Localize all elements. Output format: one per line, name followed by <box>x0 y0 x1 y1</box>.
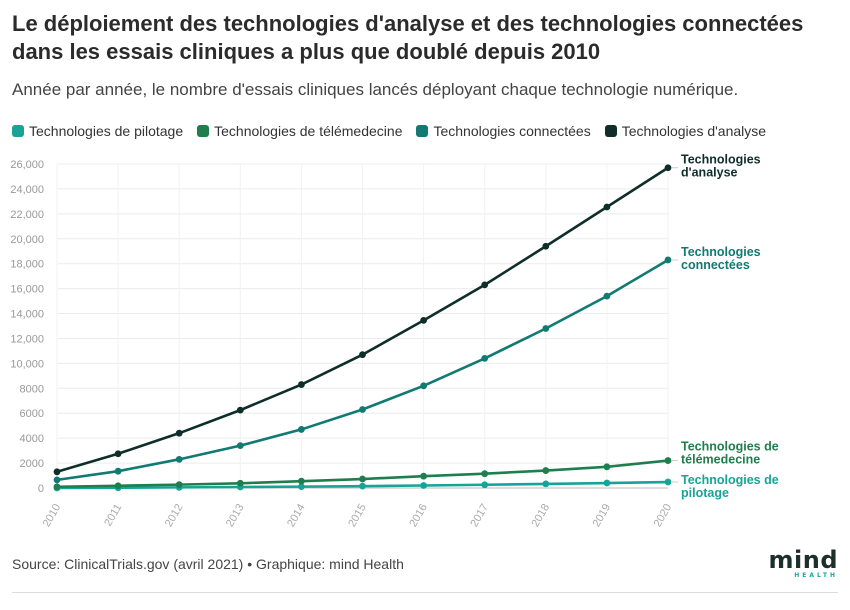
y-tick-label: 0 <box>38 483 44 495</box>
data-point-pilotage <box>664 478 672 486</box>
data-point-connectees <box>175 455 183 463</box>
data-point-connectees <box>236 442 244 450</box>
end-label-pilotage: pilotage <box>681 486 729 500</box>
data-point-connectees <box>114 467 122 475</box>
data-point-telemedecine <box>420 472 427 480</box>
footer-divider <box>12 592 838 593</box>
y-tick-label: 22,000 <box>10 209 44 221</box>
chart-subtitle: Année par année, le nombre d'essais clin… <box>12 80 739 99</box>
data-point-analyse <box>420 316 427 324</box>
y-tick-label: 12,000 <box>10 333 44 345</box>
data-point-telemedecine <box>236 479 244 487</box>
data-point-connectees <box>664 256 672 264</box>
legend-item-connectees[interactable]: Technologies connectées <box>416 123 591 139</box>
data-point-analyse <box>603 203 611 211</box>
x-tick-label: 2020 <box>652 502 675 529</box>
x-tick-label: 2015 <box>346 502 369 529</box>
data-point-connectees <box>603 292 611 300</box>
end-label-analyse: Technologies <box>681 153 761 167</box>
data-point-telemedecine <box>298 477 305 485</box>
data-point-pilotage <box>481 481 489 489</box>
end-label-connectees: Technologies <box>681 245 761 259</box>
legend-swatch-pilotage <box>12 125 24 137</box>
end-label-connectees: connectées <box>681 258 750 272</box>
legend-item-telemedecine[interactable]: Technologies de télémedecine <box>197 123 402 139</box>
data-point-telemedecine <box>175 481 183 489</box>
legend-swatch-connectees <box>416 125 429 137</box>
y-tick-label: 10,000 <box>10 358 44 370</box>
legend-label-telemedecine: Technologies de télémedecine <box>214 123 403 139</box>
logo-sub: HEALTH <box>794 572 838 579</box>
legend-label-connectees: Technologies connectées <box>433 123 591 139</box>
x-tick-label: 2018 <box>529 502 552 529</box>
chart-title: Le déploiement des technologies d'analys… <box>12 11 804 64</box>
data-point-analyse <box>359 351 366 359</box>
data-point-analyse <box>542 242 550 250</box>
legend-label-analyse: Technologies d'analyse <box>621 123 767 139</box>
x-tick-label: 2010 <box>41 502 64 529</box>
y-tick-label: 2000 <box>20 458 44 470</box>
data-point-telemedecine <box>53 483 61 491</box>
y-tick-label: 8000 <box>20 383 44 395</box>
y-tick-label: 24,000 <box>10 184 44 196</box>
data-point-analyse <box>114 450 122 458</box>
data-point-telemedecine <box>114 482 122 490</box>
x-tick-label: 2019 <box>591 502 614 529</box>
source-note: Source: ClinicalTrials.gov (avril 2021) … <box>12 556 404 572</box>
y-tick-label: 16,000 <box>10 284 44 296</box>
data-point-pilotage <box>359 482 366 490</box>
data-point-analyse <box>664 164 672 172</box>
logo-word: mind <box>768 546 838 574</box>
x-tick-label: 2011 <box>102 502 124 528</box>
y-tick-label: 26,000 <box>10 159 44 171</box>
data-point-analyse <box>481 281 489 289</box>
data-point-telemedecine <box>603 463 611 471</box>
x-tick-label: 2012 <box>163 502 186 529</box>
y-tick-label: 6000 <box>20 408 44 420</box>
data-point-telemedecine <box>481 470 489 478</box>
x-tick-label: 2014 <box>285 502 308 529</box>
legend-item-pilotage[interactable]: Technologies de pilotage <box>12 123 183 139</box>
x-tick-label: 2017 <box>468 502 491 529</box>
data-point-telemedecine <box>664 457 672 464</box>
end-label-pilotage: Technologies de <box>681 473 779 487</box>
data-point-connectees <box>481 355 489 362</box>
data-point-connectees <box>542 325 550 332</box>
data-point-analyse <box>175 429 183 437</box>
legend-item-analyse[interactable]: Technologies d'analyse <box>604 123 767 139</box>
x-tick-label: 2016 <box>407 502 430 529</box>
y-tick-label: 14,000 <box>10 309 44 321</box>
legend-label-pilotage: Technologies de pilotage <box>29 123 184 139</box>
data-point-connectees <box>359 406 366 413</box>
end-label-telemedecine: Technologies de <box>681 440 779 454</box>
data-point-connectees <box>420 382 427 390</box>
legend: Technologies de pilotage Technologies de… <box>12 121 772 141</box>
y-tick-label: 18,000 <box>10 259 44 271</box>
data-point-analyse <box>298 381 305 388</box>
data-point-telemedecine <box>359 475 366 483</box>
data-point-pilotage <box>542 480 550 488</box>
data-point-pilotage <box>603 479 611 487</box>
legend-swatch-analyse <box>604 125 617 137</box>
end-label-telemedecine: télémedecine <box>681 453 760 467</box>
data-point-telemedecine <box>542 467 550 474</box>
y-tick-label: 20,000 <box>10 234 44 246</box>
mind-health-logo: mind HEALTH <box>769 548 839 579</box>
data-point-connectees <box>53 476 61 484</box>
line-chart: 0 2000 4000 6000 8000 10,000 12,000 14,000 16,00… <box>10 153 779 529</box>
y-tick-label: 4000 <box>20 433 44 445</box>
x-tick-label: 2013 <box>224 502 247 529</box>
data-point-connectees <box>298 426 305 433</box>
end-label-analyse: d'analyse <box>681 166 738 180</box>
data-point-pilotage <box>420 482 427 489</box>
data-point-pilotage <box>298 483 305 491</box>
data-point-analyse <box>236 406 244 414</box>
data-point-analyse <box>53 468 61 476</box>
legend-swatch-telemedecine <box>197 125 210 137</box>
